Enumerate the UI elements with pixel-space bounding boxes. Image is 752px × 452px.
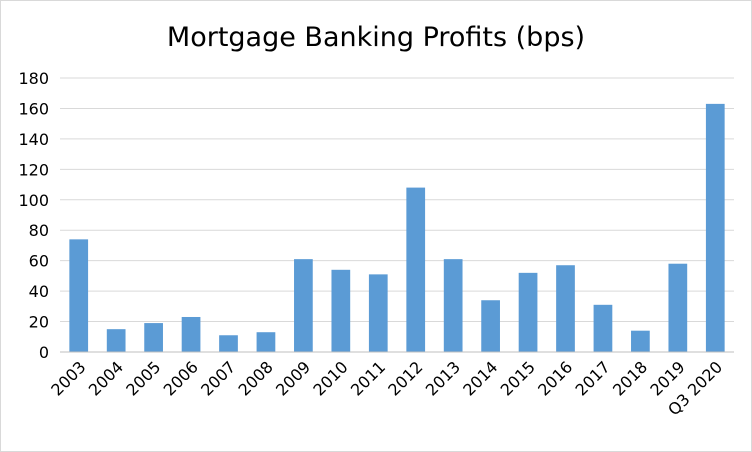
bar-2017 [593, 304, 613, 352]
x-tick-label: 2014 [459, 357, 501, 399]
y-tick-label: 60 [29, 252, 49, 271]
chart-title: Mortgage Banking Profits (bps) [167, 22, 585, 53]
bar-2011 [368, 274, 388, 352]
bar-2016 [556, 265, 575, 352]
bar-2005 [144, 323, 163, 352]
bar-2019 [668, 263, 688, 352]
y-tick-label: 180 [18, 69, 49, 88]
x-tick-label: 2011 [347, 357, 389, 399]
bar-2009 [294, 259, 313, 352]
bar-2018 [631, 330, 650, 352]
bar-2015 [518, 272, 538, 352]
bar-2006 [181, 316, 201, 352]
x-tick-label: 2013 [422, 357, 464, 399]
bar-2003 [69, 239, 89, 352]
x-tick-label: 2017 [572, 357, 614, 399]
gridlines [60, 77, 734, 323]
y-tick-label: 40 [29, 282, 49, 301]
x-tick-label: 2018 [609, 357, 651, 399]
y-tick-label: 0 [39, 343, 49, 362]
x-tick-label: 2004 [85, 357, 127, 399]
y-tick-label: 80 [29, 221, 49, 240]
y-tick-label: 120 [18, 160, 49, 179]
x-tick-label: 2007 [197, 357, 239, 399]
bar-2008 [256, 332, 276, 352]
y-tick-label: 20 [29, 313, 49, 332]
bar-2014 [481, 300, 500, 352]
x-tick-label: 2012 [384, 357, 426, 399]
x-tick-label: 2016 [534, 357, 576, 399]
y-tick-label: 140 [18, 130, 49, 149]
x-tick-label: 2009 [272, 357, 314, 399]
x-tick-label: 2003 [47, 357, 89, 399]
bar-2013 [443, 259, 463, 352]
x-axis-ticks: 2003200420052006200720082009201020112012… [47, 357, 726, 419]
x-tick-label: 2006 [160, 357, 202, 399]
x-tick-label: 2005 [122, 357, 164, 399]
bar-2010 [331, 269, 351, 352]
x-tick-label: 2008 [235, 357, 277, 399]
bar-2012 [406, 187, 426, 352]
bar-q3-2020 [705, 103, 725, 352]
y-tick-label: 100 [18, 191, 49, 210]
x-tick-label: 2015 [497, 357, 539, 399]
x-tick-label: 2010 [309, 357, 351, 399]
bar-2004 [106, 329, 126, 352]
bar-2007 [219, 335, 238, 352]
y-axis-ticks: 0 20 40 60 80 100 120 140 160 180 [18, 69, 49, 362]
y-tick-label: 160 [18, 99, 49, 118]
bars [69, 103, 725, 352]
